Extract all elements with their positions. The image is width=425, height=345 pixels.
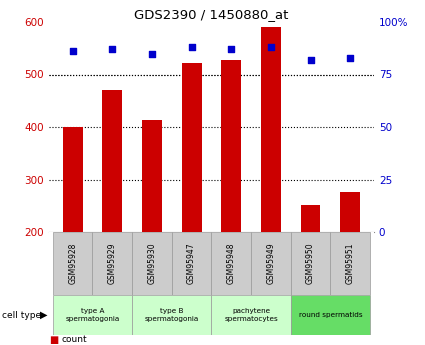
Bar [132,232,172,295]
Title: GDS2390 / 1450880_at: GDS2390 / 1450880_at [134,8,289,21]
Point [188,45,195,50]
Bar [142,120,162,232]
Bar [53,295,132,335]
Text: count: count [62,335,87,345]
Bar [93,232,132,295]
Bar [132,295,212,335]
Text: GSM95930: GSM95930 [147,243,156,284]
Bar [261,27,281,232]
Text: cell type: cell type [2,310,41,319]
Text: GSM95950: GSM95950 [306,243,315,284]
Bar [340,192,360,232]
Text: GSM95947: GSM95947 [187,243,196,284]
Text: round spermatids: round spermatids [299,312,362,318]
Text: ▶: ▶ [40,310,47,320]
Bar [291,232,330,295]
Text: ■: ■ [49,335,58,345]
Bar [212,232,251,295]
Bar [330,232,370,295]
Bar [221,60,241,232]
Bar [182,63,201,232]
Point [69,49,76,54]
Bar [102,90,122,232]
Text: GSM95949: GSM95949 [266,243,275,284]
Text: GSM95928: GSM95928 [68,243,77,284]
Bar [291,295,370,335]
Text: GSM95929: GSM95929 [108,243,117,284]
Bar [300,205,320,232]
Text: GSM95951: GSM95951 [346,243,355,284]
Bar [212,295,291,335]
Text: GSM95948: GSM95948 [227,243,236,284]
Point [307,57,314,62]
Bar [172,232,212,295]
Bar [53,232,93,295]
Point [267,45,274,50]
Point [347,55,354,60]
Text: type A
spermatogonia: type A spermatogonia [65,308,119,322]
Point [149,51,156,56]
Point [109,47,116,52]
Bar [63,127,82,232]
Bar [251,232,291,295]
Text: type B
spermatogonia: type B spermatogonia [144,308,199,322]
Text: pachytene
spermatocytes: pachytene spermatocytes [224,308,278,322]
Point [228,47,235,52]
